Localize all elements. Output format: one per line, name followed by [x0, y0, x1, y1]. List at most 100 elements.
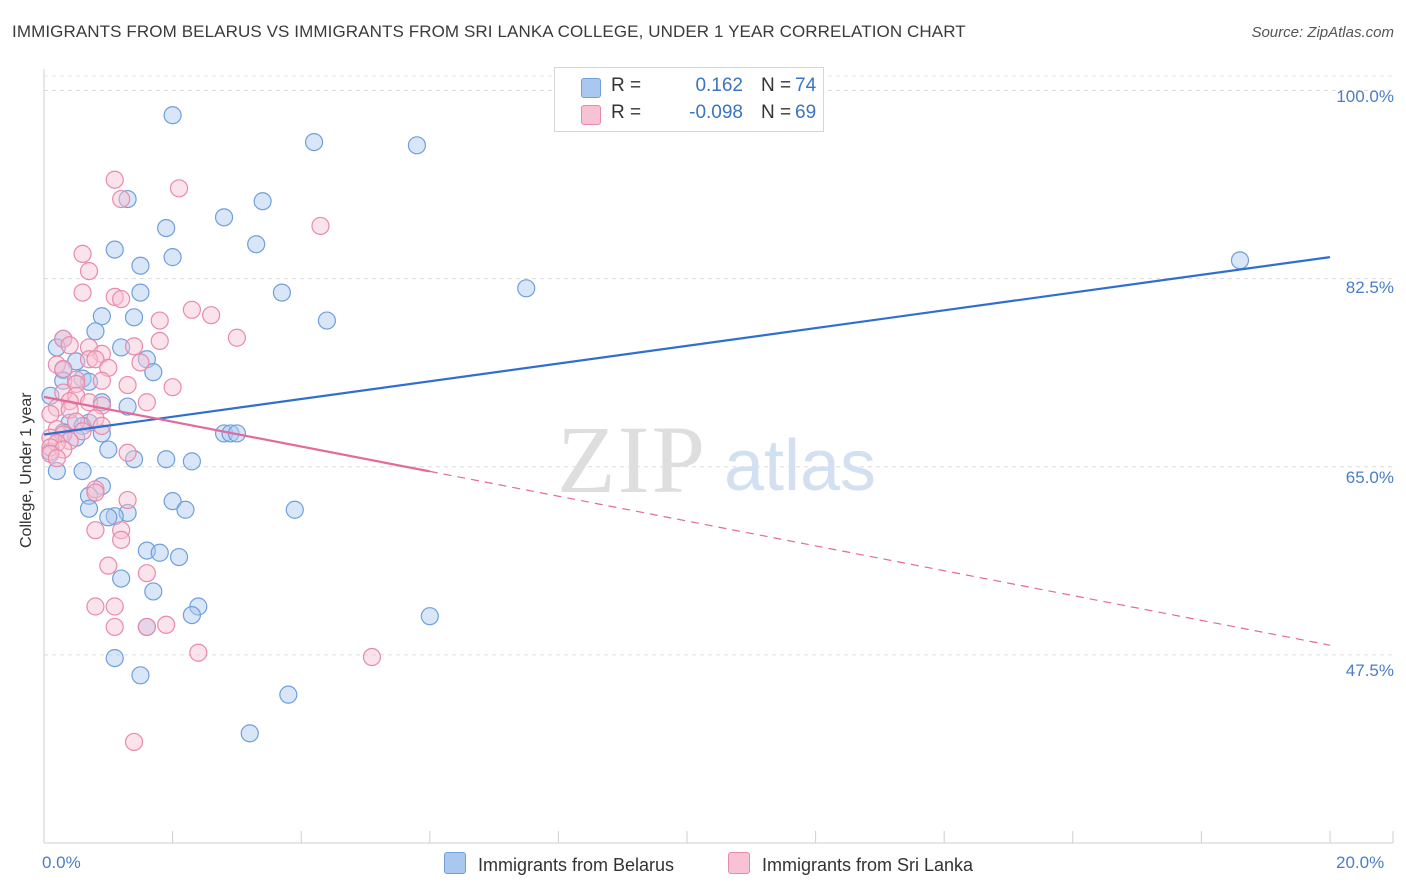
y-tick-label: 65.0% [1345, 468, 1394, 487]
srilanka-point [47, 449, 66, 468]
srilanka-point [182, 300, 201, 319]
srilanka-point [169, 179, 189, 198]
srilanka-point [112, 189, 131, 209]
belarus-point [247, 235, 266, 254]
srilanka-point [54, 329, 73, 348]
belarus-point [157, 219, 176, 238]
srilanka-point [189, 643, 208, 662]
belarus-point [317, 311, 337, 330]
bottom-legend-belarus: Immigrants from Belarus [444, 852, 674, 876]
belarus-point [131, 666, 150, 685]
belarus-point [99, 508, 118, 527]
chart-title: IMMIGRANTS FROM BELARUS VS IMMIGRANTS FR… [12, 22, 966, 41]
axes [43, 69, 1394, 844]
legend-n-value: 69 [795, 102, 817, 123]
y-tick-label: 82.5% [1345, 278, 1394, 297]
srilanka-point [362, 647, 382, 667]
srilanka-point [118, 375, 137, 395]
legend-swatch-belarus [581, 78, 601, 98]
srilanka-point [137, 393, 156, 412]
srilanka-point [112, 289, 131, 309]
stats-legend: R = 0.162 N = 74 R = -0.098 N = 69 [554, 67, 824, 132]
srilanka-point [86, 521, 105, 540]
legend-label-srilanka: Immigrants from Sri Lanka [762, 855, 974, 875]
belarus-point [285, 500, 304, 519]
trend-line-srilanka [43, 395, 431, 473]
watermark-atlas: atlas [724, 426, 876, 506]
belarus-point [157, 450, 176, 469]
legend-label-belarus: Immigrants from Belarus [478, 855, 675, 875]
y-axis-title: College, Under 1 year [18, 392, 35, 548]
belarus-point [253, 192, 272, 211]
belarus-point [92, 424, 111, 443]
belarus-point [118, 397, 137, 416]
belarus-point [182, 452, 201, 471]
grid-lines [44, 75, 1393, 656]
srilanka-point [86, 483, 105, 502]
srilanka-point [54, 359, 73, 379]
belarus-point [304, 133, 324, 152]
srilanka-point [137, 617, 156, 637]
belarus-point [124, 450, 144, 469]
srilanka-point [157, 615, 176, 634]
belarus-point [144, 363, 163, 382]
belarus-point [176, 500, 195, 519]
legend-r-value: 0.162 [695, 75, 743, 96]
series-srilanka-points [41, 170, 382, 752]
belarus-point [163, 106, 182, 125]
belarus-point [79, 499, 99, 518]
srilanka-point [67, 370, 86, 389]
srilanka-point [79, 262, 99, 281]
srilanka-point [112, 530, 131, 549]
srilanka-point [60, 336, 79, 355]
belarus-point [517, 279, 536, 298]
srilanka-point [118, 490, 137, 510]
belarus-point [163, 492, 182, 511]
legend-r-value: -0.098 [689, 102, 743, 123]
srilanka-point [118, 443, 137, 462]
srilanka-point [202, 306, 221, 325]
legend-r-label: R = [611, 75, 642, 96]
belarus-point [163, 248, 182, 267]
srilanka-point [73, 244, 92, 263]
srilanka-point [92, 371, 111, 390]
belarus-point [1230, 251, 1250, 270]
belarus-point [105, 648, 124, 668]
srilanka-point [105, 170, 124, 189]
srilanka-point [86, 597, 105, 616]
belarus-point [169, 547, 189, 567]
belarus-point [279, 685, 298, 704]
y-tick-label: 100.0% [1336, 87, 1394, 106]
srilanka-point [79, 350, 99, 369]
watermark-zip: ZIP [557, 406, 707, 513]
legend-n-label: N = [761, 75, 792, 96]
trend-line-srilanka-extrapolated [429, 470, 1331, 646]
srilanka-point [150, 331, 169, 351]
srilanka-point [163, 378, 182, 397]
y-tick-label: 47.5% [1345, 661, 1394, 680]
srilanka-point [227, 328, 246, 347]
srilanka-point [150, 311, 169, 330]
legend-n-label: N = [761, 102, 792, 123]
x-tick-label-max: 20.0% [1336, 853, 1385, 872]
belarus-point [131, 283, 150, 302]
srilanka-point [41, 404, 60, 424]
srilanka-point [99, 556, 118, 575]
belarus-point [214, 208, 234, 227]
srilanka-point [131, 353, 150, 372]
legend-n-value: 74 [795, 75, 817, 96]
bottom-legend-srilanka: Immigrants from Sri Lanka [728, 852, 973, 876]
belarus-point [144, 582, 163, 601]
belarus-point [150, 543, 169, 562]
legend-r-label: R = [611, 102, 642, 123]
belarus-point [99, 440, 118, 459]
legend-swatch-belarus [444, 852, 466, 874]
belarus-point [112, 569, 131, 588]
trend-lines [43, 256, 1331, 646]
belarus-point [272, 283, 292, 302]
x-tick-label-min: 0.0% [42, 853, 81, 872]
trend-line-belarus [43, 256, 1331, 436]
belarus-point [118, 189, 137, 209]
belarus-point [112, 338, 131, 357]
srilanka-point [105, 597, 124, 616]
